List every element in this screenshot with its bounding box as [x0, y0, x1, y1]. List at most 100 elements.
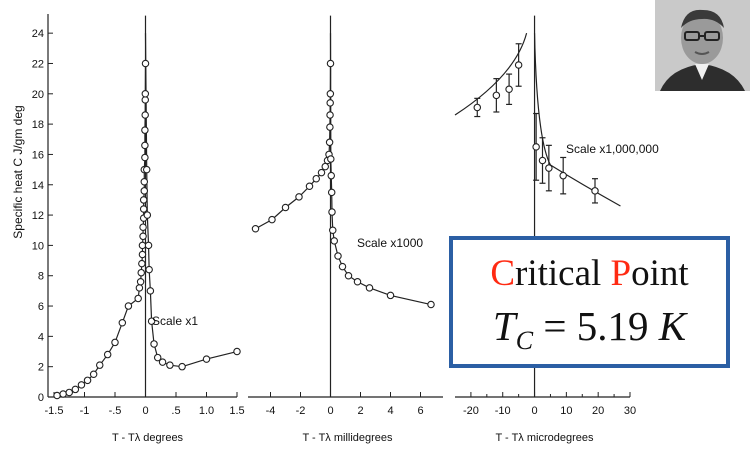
data-point [158, 358, 167, 366]
data-point [538, 156, 547, 165]
data-point [136, 278, 145, 286]
data-point [83, 376, 92, 385]
data-point [153, 353, 162, 362]
critical-point-box: Critical Point TC = 5.19 K [449, 236, 730, 368]
data-point [330, 237, 338, 245]
y-tick-label: 22 [32, 58, 44, 70]
x-tick-label: .5 [171, 405, 180, 417]
data-point [53, 391, 61, 400]
x-tick-label: -20 [463, 405, 479, 417]
data-point [141, 141, 149, 150]
x-tick-label: 20 [592, 405, 604, 417]
data-point [134, 294, 142, 303]
y-tick-label: 4 [38, 331, 44, 343]
x-tick-label: -1 [80, 405, 90, 417]
data-point [281, 203, 290, 212]
x-tick-label: 0 [531, 405, 537, 417]
data-point [326, 99, 334, 107]
data-point [137, 268, 145, 277]
data-point [65, 388, 74, 397]
x-tick-label: 1.5 [229, 405, 244, 417]
data-point [59, 390, 67, 398]
data-point [321, 162, 329, 171]
data-point [338, 262, 347, 271]
x-tick-label: -10 [495, 405, 511, 417]
y-tick-label: 14 [32, 180, 44, 192]
data-point [139, 196, 148, 204]
data-point [146, 287, 155, 295]
panel-millidegrees: -4 -2 0 2 4 6 T - Tλ millidegrees Scale x1000 [248, 15, 443, 444]
fit-curve-left [255, 63, 332, 230]
tc-symbol: T [492, 303, 516, 349]
data-point [327, 188, 336, 197]
y-tick-label: 16 [32, 149, 44, 161]
data-point [326, 123, 334, 131]
x-tick-label: 4 [387, 405, 393, 417]
critical-point-title: Critical Point [453, 252, 726, 295]
data-point [334, 252, 342, 260]
x-tick-label: 30 [624, 405, 636, 417]
data-point [138, 241, 147, 250]
data-point [427, 300, 435, 309]
x-axis-label: T - Tλ millidegrees [302, 432, 393, 444]
y-tick-label: 0 [38, 392, 44, 404]
portrait-icon [655, 0, 750, 91]
data-point [492, 91, 501, 100]
data-point [138, 250, 147, 259]
data-point [473, 103, 482, 112]
data-point [145, 265, 153, 274]
data-point [202, 355, 211, 363]
x-tick-label: -1.5 [45, 405, 64, 417]
tc-equals: = 5.19 [533, 303, 659, 349]
y-tick-label: 10 [32, 240, 44, 252]
data-point [138, 259, 146, 268]
data-point [103, 350, 112, 359]
x-axis-label: T - Tλ microdegrees [495, 432, 594, 444]
data-point [295, 193, 303, 201]
scale-annotation: Scale x1,000,000 [566, 142, 659, 156]
data-point [305, 182, 314, 191]
data-point [559, 171, 567, 180]
data-point [147, 317, 156, 325]
data-point [514, 61, 523, 69]
data-point [386, 291, 395, 300]
scale-annotation: Scale x1000 [357, 236, 423, 250]
x-tick-label: 2 [357, 405, 363, 417]
point-rest: oint [631, 253, 689, 294]
point-initial: P [610, 253, 632, 294]
critical-initial: C [490, 253, 515, 294]
data-point [142, 165, 151, 174]
data-point [96, 361, 104, 369]
y-tick-label: 6 [38, 301, 44, 313]
data-point [141, 90, 150, 98]
y-tick-label: 24 [32, 28, 44, 40]
data-point [89, 370, 98, 379]
data-point [344, 271, 353, 280]
x-tick-label: 0 [327, 405, 333, 417]
data-point [111, 338, 119, 347]
critical-temperature: TC = 5.19 K [453, 302, 726, 356]
data-point [77, 381, 86, 389]
y-tick-label: 12 [32, 210, 44, 222]
data-point [532, 143, 540, 151]
data-point [141, 59, 150, 68]
data-point [365, 284, 374, 292]
data-point [144, 241, 153, 250]
x-tick-label: -2 [296, 405, 306, 417]
fit-curve-right [329, 33, 432, 306]
data-point [312, 174, 320, 183]
y-tick-label: 20 [32, 89, 44, 101]
data-point [141, 96, 150, 104]
x-tick-label: 6 [417, 405, 423, 417]
data-point [150, 340, 158, 348]
data-point [251, 224, 260, 233]
data-point [591, 187, 599, 195]
data-point [325, 138, 334, 147]
tc-unit: K [658, 303, 687, 349]
x-axis-label: T - Tλ degrees [112, 432, 184, 444]
data-point [326, 111, 334, 119]
data-point [139, 205, 148, 213]
x-tick-label: -4 [266, 405, 276, 417]
data-point [139, 232, 147, 241]
